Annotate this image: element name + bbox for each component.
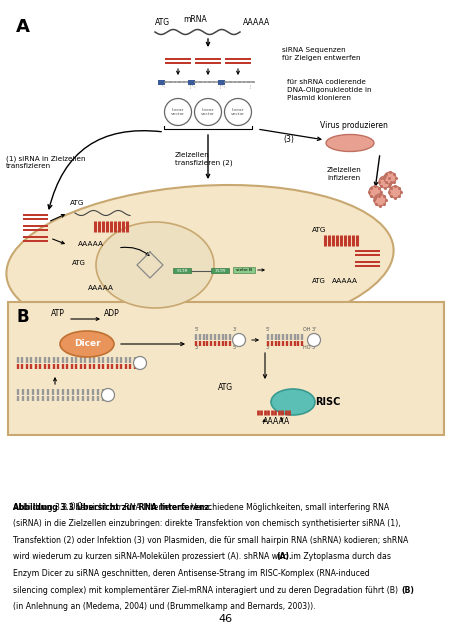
Ellipse shape — [96, 222, 213, 308]
Text: 3': 3' — [194, 345, 199, 350]
Bar — [165, 61, 191, 64]
Circle shape — [383, 172, 395, 184]
Text: AAAAA: AAAAA — [331, 278, 357, 284]
Bar — [355, 265, 380, 267]
Ellipse shape — [60, 331, 114, 357]
Circle shape — [373, 194, 385, 206]
Text: 3'LTR: 3'LTR — [214, 269, 225, 273]
Bar — [188, 80, 194, 84]
Text: ATG: ATG — [311, 227, 326, 233]
Text: AAAAA: AAAAA — [88, 285, 114, 291]
Bar — [355, 253, 380, 256]
Text: Abbildung 3.3 Übersicht zur RNA Interferenz. Verschiedene Möglichkeiten, small i: Abbildung 3.3 Übersicht zur RNA Interfer… — [13, 502, 388, 512]
Text: siehe B: siehe B — [235, 268, 252, 272]
Text: 46: 46 — [218, 614, 233, 624]
Text: (B): (B) — [400, 586, 413, 595]
Circle shape — [101, 388, 114, 401]
Bar — [165, 58, 191, 60]
Bar — [173, 268, 191, 273]
Text: wird wiederum zu kurzen siRNA-Molekülen prozessiert (A). shRNA wird im Zytoplasm: wird wiederum zu kurzen siRNA-Molekülen … — [13, 552, 390, 561]
Circle shape — [378, 176, 390, 188]
Text: (3): (3) — [282, 135, 293, 144]
Bar — [355, 261, 380, 263]
Text: 5': 5' — [265, 327, 270, 332]
Text: RISC: RISC — [314, 397, 340, 407]
Ellipse shape — [325, 134, 373, 152]
Text: ATG: ATG — [311, 278, 325, 284]
Text: (siRNA) in die Zielzellen einzubringen: direkte Transfektion von chemisch synthe: (siRNA) in die Zielzellen einzubringen: … — [13, 519, 400, 528]
Text: AAAAA: AAAAA — [78, 241, 104, 247]
Text: ATG: ATG — [217, 383, 233, 392]
Bar — [355, 250, 380, 252]
Text: mRNA: mRNA — [183, 15, 207, 24]
Text: B: B — [16, 308, 28, 326]
Text: für shRNA codierende
DNA-Oligonukleotide in
Plasmid klonieren: für shRNA codierende DNA-Oligonukleotide… — [286, 79, 371, 102]
Text: 3': 3' — [265, 345, 270, 350]
Text: Zielzellen
infizieren: Zielzellen infizieren — [326, 167, 361, 181]
Circle shape — [133, 356, 146, 369]
Text: Virus produzieren: Virus produzieren — [319, 122, 387, 131]
Bar — [232, 267, 254, 273]
Circle shape — [232, 333, 245, 346]
Bar — [23, 218, 48, 220]
Text: (in Anlehnung an (Medema, 2004) und (Brummelkamp and Bernards, 2003)).: (in Anlehnung an (Medema, 2004) und (Bru… — [13, 602, 315, 611]
Ellipse shape — [6, 185, 393, 339]
Text: (A).: (A). — [276, 552, 292, 561]
Text: A: A — [16, 18, 30, 36]
Text: Transfektion (2) oder Infektion (3) von Plasmiden, die für small hairpin RNA (sh: Transfektion (2) oder Infektion (3) von … — [13, 536, 407, 545]
Bar — [23, 236, 48, 238]
Text: 5'LTR: 5'LTR — [176, 269, 187, 273]
Circle shape — [307, 333, 320, 346]
Text: (1) siRNA in Zielzellen
transfizieren: (1) siRNA in Zielzellen transfizieren — [6, 155, 85, 170]
Text: ATG: ATG — [155, 18, 170, 27]
Text: 5': 5' — [194, 327, 199, 332]
Text: siRNA Sequenzen
für Zielgen entwerfen: siRNA Sequenzen für Zielgen entwerfen — [281, 47, 360, 61]
Bar — [23, 225, 48, 227]
Text: ATP: ATP — [51, 309, 65, 318]
Text: OH 3': OH 3' — [302, 327, 316, 332]
Bar — [194, 58, 221, 60]
Text: linear
vector: linear vector — [201, 108, 215, 116]
Bar — [225, 58, 250, 60]
Text: ADP: ADP — [104, 309, 120, 318]
Text: Abbildung 3.3 Übersicht zur RNA Interferenz.: Abbildung 3.3 Übersicht zur RNA Interfer… — [13, 502, 212, 513]
Text: 5': 5' — [232, 345, 237, 350]
Bar — [23, 228, 48, 231]
Bar — [23, 214, 48, 216]
Text: Dicer: Dicer — [74, 339, 100, 349]
Text: Zielzellen
transfizieren (2): Zielzellen transfizieren (2) — [175, 152, 232, 166]
Bar — [211, 268, 229, 273]
Bar — [158, 80, 165, 84]
Bar — [217, 80, 225, 84]
Text: ATG: ATG — [72, 260, 86, 266]
Bar — [23, 240, 48, 242]
Text: Enzym Dicer zu siRNA geschnitten, deren Antisense-Strang im RISC-Komplex (RNA-in: Enzym Dicer zu siRNA geschnitten, deren … — [13, 569, 368, 578]
Bar — [194, 61, 221, 64]
Bar — [8, 302, 443, 435]
Circle shape — [368, 186, 380, 198]
Circle shape — [388, 186, 400, 198]
Bar — [225, 61, 250, 64]
Text: silencing complex) mit komplementärer Ziel-mRNA interagiert und zu deren Degrada: silencing complex) mit komplementärer Zi… — [13, 586, 397, 595]
Text: AAAAA: AAAAA — [243, 18, 270, 27]
Text: 3': 3' — [232, 327, 237, 332]
Text: HO 5': HO 5' — [302, 345, 316, 350]
Text: linear
vector: linear vector — [170, 108, 184, 116]
Text: ATG: ATG — [70, 200, 84, 206]
Text: linear
vector: linear vector — [230, 108, 244, 116]
Ellipse shape — [271, 389, 314, 415]
Text: AAAAA: AAAAA — [262, 417, 290, 426]
